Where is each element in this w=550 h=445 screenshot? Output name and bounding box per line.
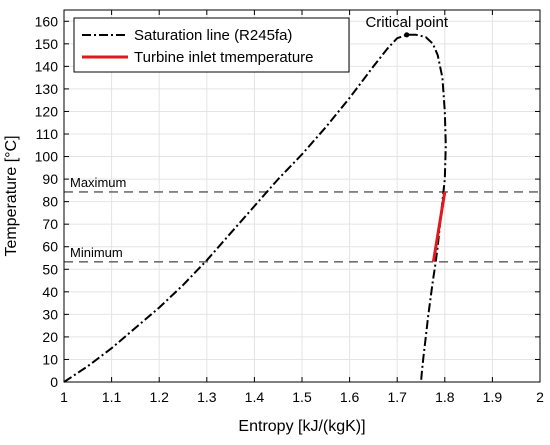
y-tick-label: 110: [36, 126, 59, 142]
tick-labels: 1 1.1 1.2 1.3 1.4 1.5 1.6 1.7 1.8 1.9 201020304050…: [35, 10, 544, 405]
minimum-label: Minimum: [70, 245, 123, 260]
x-tick-label: 2: [536, 389, 544, 405]
legend-label-turbine-inlet: Turbine inlet tmemperature: [134, 49, 314, 66]
y-tick-label: 160: [35, 13, 59, 29]
y-tick-label: 100: [35, 149, 59, 165]
y-tick-label: 80: [42, 194, 58, 210]
y-tick-label: 40: [42, 284, 58, 300]
x-tick-label: 1.3: [197, 389, 217, 405]
y-tick-label: 20: [42, 329, 58, 345]
reference-lines: [64, 191, 540, 263]
x-tick-label: 1.5: [292, 389, 312, 405]
x-tick-label: 1.6: [340, 389, 360, 405]
series-layer: [63, 33, 447, 383]
y-tick-label: 50: [42, 261, 58, 277]
legend-label-saturation-line: Saturation line (R245fa): [134, 27, 292, 44]
legend: Saturation line (R245fa) Turbine inlet t…: [73, 17, 350, 73]
y-tick-label: 150: [35, 36, 59, 52]
critical-point-marker: [404, 32, 410, 38]
x-tick-label: 1.1: [102, 389, 122, 405]
x-tick-label: 1.9: [483, 389, 503, 405]
turbine-inlet-line: [431, 191, 447, 263]
y-tick-label: 130: [35, 81, 59, 97]
y-tick-label: 30: [42, 306, 58, 322]
x-tick-label: 1.2: [149, 389, 169, 405]
legend-box: [73, 17, 350, 73]
y-tick-label: 0: [50, 374, 58, 390]
y-tick-label: 70: [42, 216, 58, 232]
y-axis-label: Temperature [°C]: [3, 135, 20, 256]
x-tick-label: 1.8: [435, 389, 455, 405]
x-tick-label: 1: [60, 389, 68, 405]
critical-point-label: Critical point: [365, 14, 448, 31]
y-tick-label: 90: [42, 171, 58, 187]
plot-frame: [63, 9, 541, 383]
x-tick-label: 1.4: [245, 389, 265, 405]
y-tick-label: 120: [35, 103, 59, 119]
saturation-line: [63, 33, 447, 383]
y-tick-label: 140: [35, 58, 59, 74]
y-tick-label: 60: [42, 239, 58, 255]
y-tick-label: 10: [42, 351, 58, 367]
maximum-label: Maximum: [70, 175, 126, 190]
x-axis-label: Entropy [kJ/(kgK)]: [238, 418, 365, 435]
x-tick-label: 1.7: [387, 389, 407, 405]
